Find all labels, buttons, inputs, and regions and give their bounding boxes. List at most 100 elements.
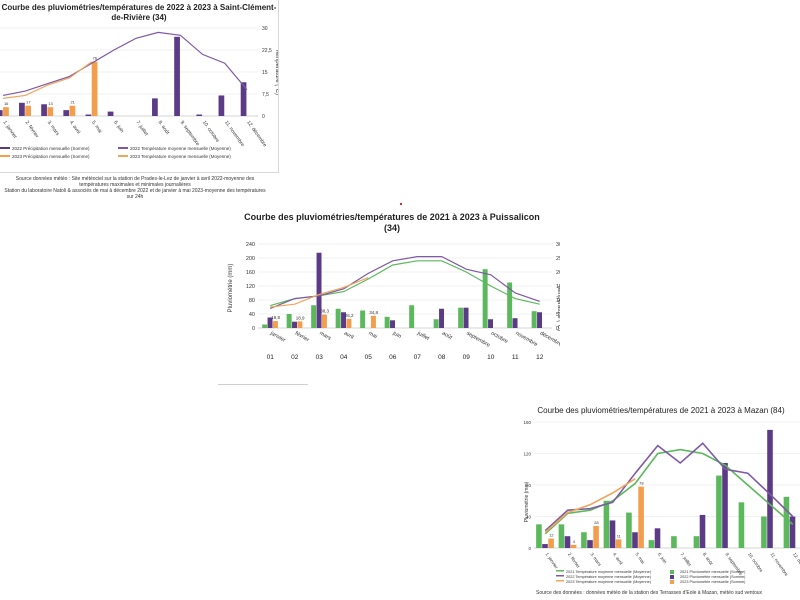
y-tick-label: 160 — [523, 420, 531, 425]
y-axis-label: Pluviométrie (mm) — [524, 481, 530, 522]
series-line — [544, 442, 794, 532]
bar — [716, 475, 722, 548]
y-tick-label: 0 — [252, 326, 255, 332]
legend-swatch — [670, 580, 674, 584]
y-tick-label: 40 — [249, 312, 255, 318]
bar — [536, 524, 542, 548]
bar — [85, 114, 92, 116]
bar — [783, 496, 790, 548]
bar — [286, 314, 292, 328]
y2-tick-label: 22,5 — [262, 48, 272, 54]
category-label: 5. mai — [634, 552, 645, 565]
y-tick-label: 120 — [523, 452, 531, 457]
bar — [738, 502, 745, 548]
bar — [346, 318, 352, 328]
category-label: 8. août — [702, 552, 714, 567]
bar — [767, 429, 773, 548]
bar — [581, 532, 587, 548]
y2-tick-label: 30 — [262, 26, 268, 32]
series-line — [270, 277, 369, 308]
x-tick-label: 08 — [438, 354, 446, 361]
y2-tick-label: 15 — [262, 70, 268, 76]
data-label: 13 — [48, 101, 53, 106]
legend-item: 2023 Pluviométrie mensuelle (Somme) — [680, 580, 746, 584]
bar — [722, 462, 728, 548]
series-line — [270, 260, 540, 307]
legend-swatch — [670, 570, 674, 574]
y2-tick-label: 25 — [556, 256, 560, 262]
series-line — [3, 61, 93, 99]
legend-swatch — [0, 147, 10, 149]
data-label: 12 — [549, 533, 554, 538]
bar — [341, 312, 347, 328]
bar — [671, 536, 677, 548]
bar — [433, 319, 439, 328]
bar — [632, 532, 638, 548]
legend-swatch — [556, 575, 564, 577]
bar — [152, 98, 158, 116]
category-label: 12. décembre — [245, 120, 268, 149]
y-tick-label: 160 — [246, 270, 255, 276]
legend-swatch — [118, 155, 128, 157]
bar — [537, 312, 543, 328]
bar — [648, 540, 655, 548]
y2-tick-label: 30 — [556, 242, 560, 248]
bar — [311, 305, 317, 328]
bar — [512, 318, 518, 328]
bar — [609, 520, 616, 548]
x-tick-label: 10 — [487, 354, 495, 361]
bar — [638, 486, 644, 548]
x-tick-label: 01 — [267, 354, 275, 361]
category-label: 3. mars — [589, 552, 602, 568]
bar — [316, 252, 322, 328]
data-label: 78 — [639, 481, 644, 486]
bar — [240, 82, 247, 116]
category-label: mars — [318, 331, 332, 342]
bar — [297, 321, 303, 328]
chart-panel-mazan: Courbe des pluviométries/températures de… — [522, 402, 800, 600]
y-tick-label: 120 — [246, 284, 255, 290]
legend-item: 2022 Précipitation mensuelle (Somme) — [12, 146, 90, 151]
x-tick-label: 03 — [316, 354, 324, 361]
x-tick-label: 02 — [291, 354, 299, 361]
bar — [564, 536, 571, 548]
bar — [19, 102, 25, 116]
bar — [370, 315, 376, 328]
bar — [335, 308, 341, 328]
category-label: juillet — [415, 330, 430, 342]
data-label: 38,3 — [320, 309, 329, 314]
legend-swatch — [118, 147, 128, 149]
y-tick-label: 0 — [528, 546, 531, 551]
category-label: 11. novembre — [769, 552, 789, 578]
bar — [531, 311, 537, 328]
category-label: 10. octobre — [747, 552, 764, 574]
bar — [482, 269, 488, 328]
y-tick-label: 40 — [526, 515, 532, 520]
chart-title: Courbe des pluviométries/températures de… — [244, 212, 540, 233]
y2-axis-label: Température (°C) — [556, 285, 560, 331]
category-label: 2. février — [24, 120, 40, 140]
y2-axis-label: Température (°C) — [274, 49, 278, 95]
bar — [761, 516, 767, 548]
bar — [69, 105, 76, 116]
bar — [693, 536, 700, 548]
category-label: février — [294, 331, 310, 344]
x-tick-label: 06 — [389, 354, 397, 361]
bar — [63, 110, 70, 116]
bar — [267, 317, 273, 328]
category-label: décembre — [539, 331, 560, 348]
bar — [3, 107, 9, 116]
bar — [654, 528, 661, 548]
bar — [458, 307, 464, 328]
category-label: octobre — [490, 331, 509, 345]
bar — [384, 316, 390, 328]
y-tick-label: 200 — [246, 256, 255, 262]
category-label: 2. février — [567, 552, 581, 570]
bar — [548, 538, 554, 548]
x-tick-label: 07 — [414, 354, 422, 361]
chart-title: Courbe des pluviométries/températures de… — [537, 406, 785, 415]
x-tick-label: 12 — [536, 354, 544, 361]
chart-svg-saint-clement: 0 7,5 15 22,5 30 16 17 13 21 76 1. janvier 2. févri… — [0, 26, 278, 159]
chart-source: Source des données : données météo de la… — [536, 590, 763, 596]
x-tick-label: 04 — [340, 354, 348, 361]
